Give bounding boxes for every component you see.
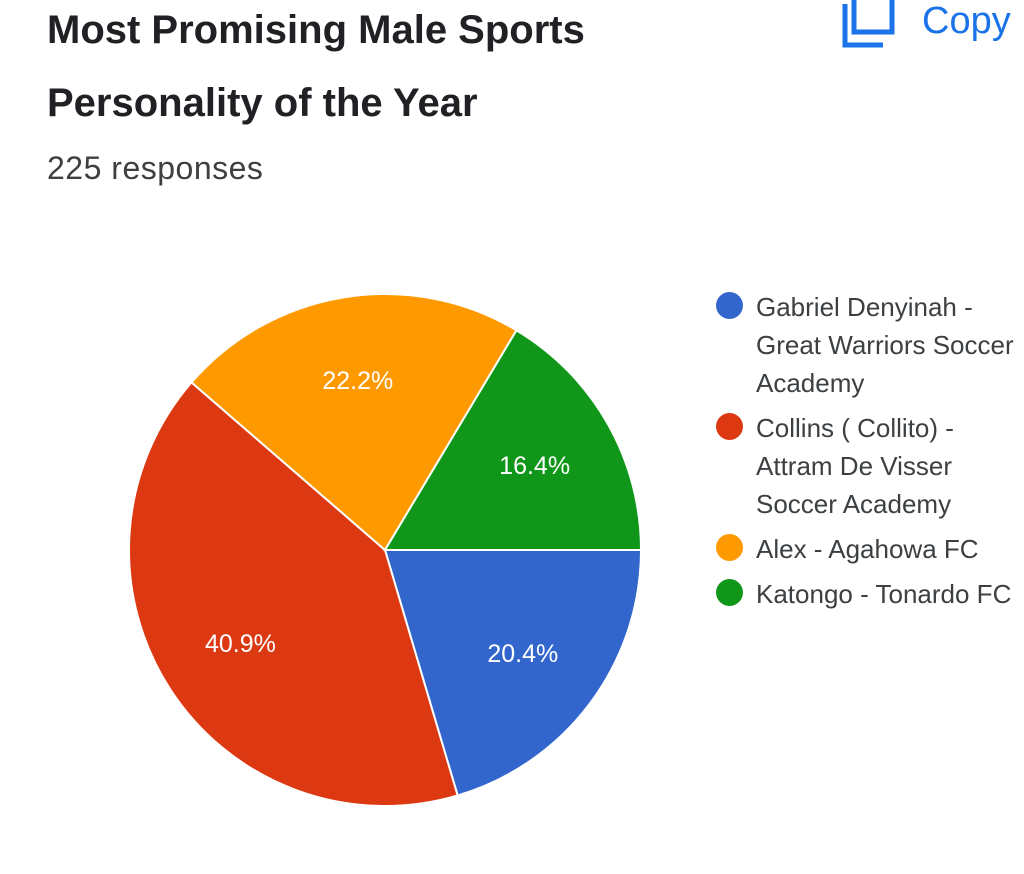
chart-title: Most Promising Male Sports Personality o…	[47, 8, 585, 125]
legend-item[interactable]: Gabriel Denyinah - Great Warriors Soccer…	[716, 288, 1016, 402]
copy-icon	[842, 0, 895, 48]
pie-slice[interactable]	[383, 328, 643, 551]
legend-label: Katongo - Tonardo FC	[756, 579, 1012, 609]
slice-percent-label: 20.4%	[487, 640, 558, 668]
chart-legend: Gabriel Denyinah - Great Warriors Soccer…	[716, 288, 1016, 620]
legend-color-dot	[716, 292, 743, 319]
legend-label: Gabriel Denyinah - Great Warriors Soccer…	[756, 292, 1014, 398]
legend-item[interactable]: Katongo - Tonardo FC	[716, 575, 1016, 613]
legend-label: Collins ( Collito) - Attram De Visser So…	[756, 413, 954, 519]
slice-percent-label: 40.9%	[205, 630, 276, 658]
response-count: 225 responses	[47, 150, 264, 186]
legend-item[interactable]: Collins ( Collito) - Attram De Visser So…	[716, 409, 1016, 523]
slice-percent-label: 22.2%	[322, 367, 393, 395]
legend-color-dot	[716, 413, 743, 440]
legend-label: Alex - Agahowa FC	[756, 534, 979, 564]
copy-label: Copy	[922, 0, 1011, 42]
pie-slice[interactable]	[128, 380, 459, 807]
copy-button[interactable]: Copy	[840, 0, 1011, 50]
slice-percent-label: 16.4%	[499, 452, 570, 480]
pie-slice[interactable]	[190, 293, 518, 552]
pie-slice[interactable]	[383, 549, 643, 797]
legend-item[interactable]: Alex - Agahowa FC	[716, 530, 1016, 568]
legend-color-dot	[716, 579, 743, 606]
legend-color-dot	[716, 534, 743, 561]
